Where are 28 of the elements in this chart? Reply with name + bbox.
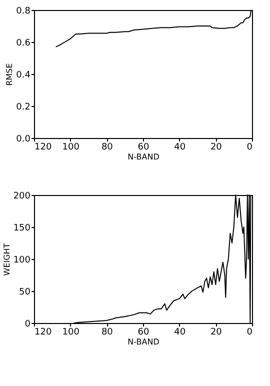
- x-tick-label: 60: [138, 328, 150, 338]
- x-tick-label: 120: [34, 328, 52, 338]
- y-tick-label: 0.0: [16, 134, 31, 144]
- x-tick-label: 80: [101, 142, 114, 152]
- x-axis-title: N-BAND: [128, 152, 160, 162]
- x-tick-label: 100: [62, 142, 80, 152]
- y-tick-label: 0.8: [16, 6, 31, 16]
- x-tick-label: 40: [174, 328, 186, 338]
- y-tick-label: 0.6: [16, 38, 31, 48]
- y-tick-label: 100: [13, 256, 31, 266]
- x-tick-label: 0: [246, 328, 253, 338]
- x-axis-title: N-BAND: [128, 338, 160, 346]
- x-tick-label: 20: [210, 328, 222, 338]
- x-tick-label: 20: [210, 142, 222, 152]
- y-axis-title: RMSE: [5, 63, 14, 86]
- y-tick-label: 0: [24, 320, 31, 330]
- x-tick-label: 80: [101, 328, 114, 338]
- y-tick-label: 150: [13, 224, 31, 234]
- y-tick-label: 0.4: [16, 70, 31, 80]
- y-tick-label: 200: [13, 192, 31, 202]
- x-tick-label: 100: [62, 328, 80, 338]
- y-axis-title: WEIGHT: [2, 243, 12, 276]
- x-tick-label: 0: [246, 142, 253, 152]
- x-tick-label: 60: [138, 142, 150, 152]
- y-tick-label: 50: [19, 288, 31, 298]
- x-tick-label: 120: [34, 142, 52, 152]
- y-tick-label: 0.2: [16, 102, 30, 112]
- x-tick-label: 40: [174, 142, 186, 152]
